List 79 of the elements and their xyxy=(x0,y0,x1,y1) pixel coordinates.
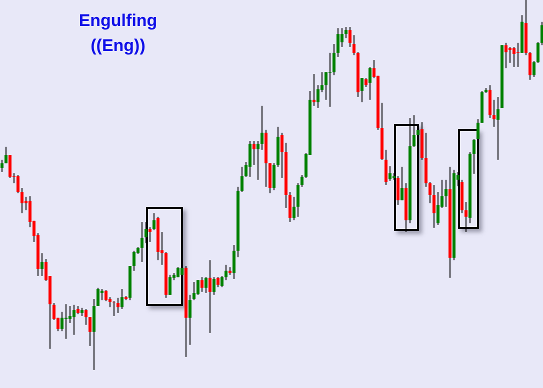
candlestick xyxy=(296,182,300,218)
candlestick xyxy=(132,250,136,272)
candlestick xyxy=(212,276,216,296)
candlestick xyxy=(344,26,348,39)
candlestick xyxy=(336,28,340,58)
candlestick xyxy=(192,281,196,301)
candlestick xyxy=(516,42,520,68)
candlestick xyxy=(240,166,244,193)
candlestick xyxy=(400,166,404,201)
candlestick xyxy=(224,264,228,281)
candlestick xyxy=(512,46,516,68)
candlestick xyxy=(300,174,304,188)
candlestick xyxy=(260,105,264,150)
candlestick xyxy=(196,280,200,296)
candlestick xyxy=(216,276,220,288)
candlestick xyxy=(464,202,468,232)
candlestick xyxy=(432,184,436,228)
candlestick xyxy=(368,66,372,100)
candlestick xyxy=(444,179,448,208)
candlestick xyxy=(328,52,332,108)
candlestick xyxy=(532,60,536,78)
candlestick xyxy=(360,78,364,103)
candlestick xyxy=(104,290,108,302)
candlestick xyxy=(64,304,68,340)
candlestick xyxy=(8,154,12,178)
candlestick xyxy=(200,276,204,292)
candlestick xyxy=(168,274,172,296)
candlestick xyxy=(536,42,540,64)
text: ((Eng)) xyxy=(90,36,146,55)
candlestick xyxy=(152,212,156,231)
candlestick xyxy=(148,226,152,242)
candlestick xyxy=(528,52,532,80)
candlestick xyxy=(60,311,64,332)
candlestick xyxy=(20,187,24,214)
candlestick xyxy=(316,84,320,109)
candlestick xyxy=(256,140,260,180)
candlestick xyxy=(504,42,508,69)
candlestick xyxy=(492,99,496,128)
candlestick xyxy=(476,118,480,140)
candlestick xyxy=(292,196,296,221)
candlestick xyxy=(68,305,72,324)
candlestick xyxy=(388,166,392,182)
candlestick xyxy=(472,138,476,174)
text: Engulfing xyxy=(78,11,158,30)
candlestick xyxy=(288,192,292,222)
candlestick xyxy=(72,304,76,336)
candlestick xyxy=(96,287,100,306)
candlestick xyxy=(540,21,543,46)
candlestick xyxy=(120,288,124,310)
candlestick xyxy=(188,294,192,346)
candlestick xyxy=(384,149,388,186)
candlestick xyxy=(324,72,328,100)
candlestick xyxy=(352,34,356,56)
candlestick xyxy=(88,316,92,346)
candlestick xyxy=(348,26,352,48)
candlestick xyxy=(4,146,8,164)
candlestick xyxy=(208,260,212,334)
candlestick xyxy=(248,140,252,178)
candlestick xyxy=(428,182,432,204)
candlestick xyxy=(116,297,120,314)
candlestick xyxy=(140,222,144,262)
candlestick xyxy=(0,159,4,173)
candlestick xyxy=(84,308,88,326)
candlestick xyxy=(144,222,148,244)
candlestick xyxy=(280,132,284,178)
candlestick xyxy=(508,46,512,64)
candlestick xyxy=(232,244,236,280)
candlestick xyxy=(252,140,256,166)
candlestick xyxy=(332,44,336,76)
candlestick xyxy=(496,96,500,160)
candlestick xyxy=(436,192,440,226)
candlestick xyxy=(112,300,116,316)
candlestick xyxy=(204,276,208,294)
candlestick xyxy=(16,174,20,194)
candlestick xyxy=(272,162,276,191)
candlestick xyxy=(412,114,416,148)
candlestick xyxy=(396,176,400,206)
candlestick xyxy=(40,252,44,277)
candlestick xyxy=(220,276,224,288)
